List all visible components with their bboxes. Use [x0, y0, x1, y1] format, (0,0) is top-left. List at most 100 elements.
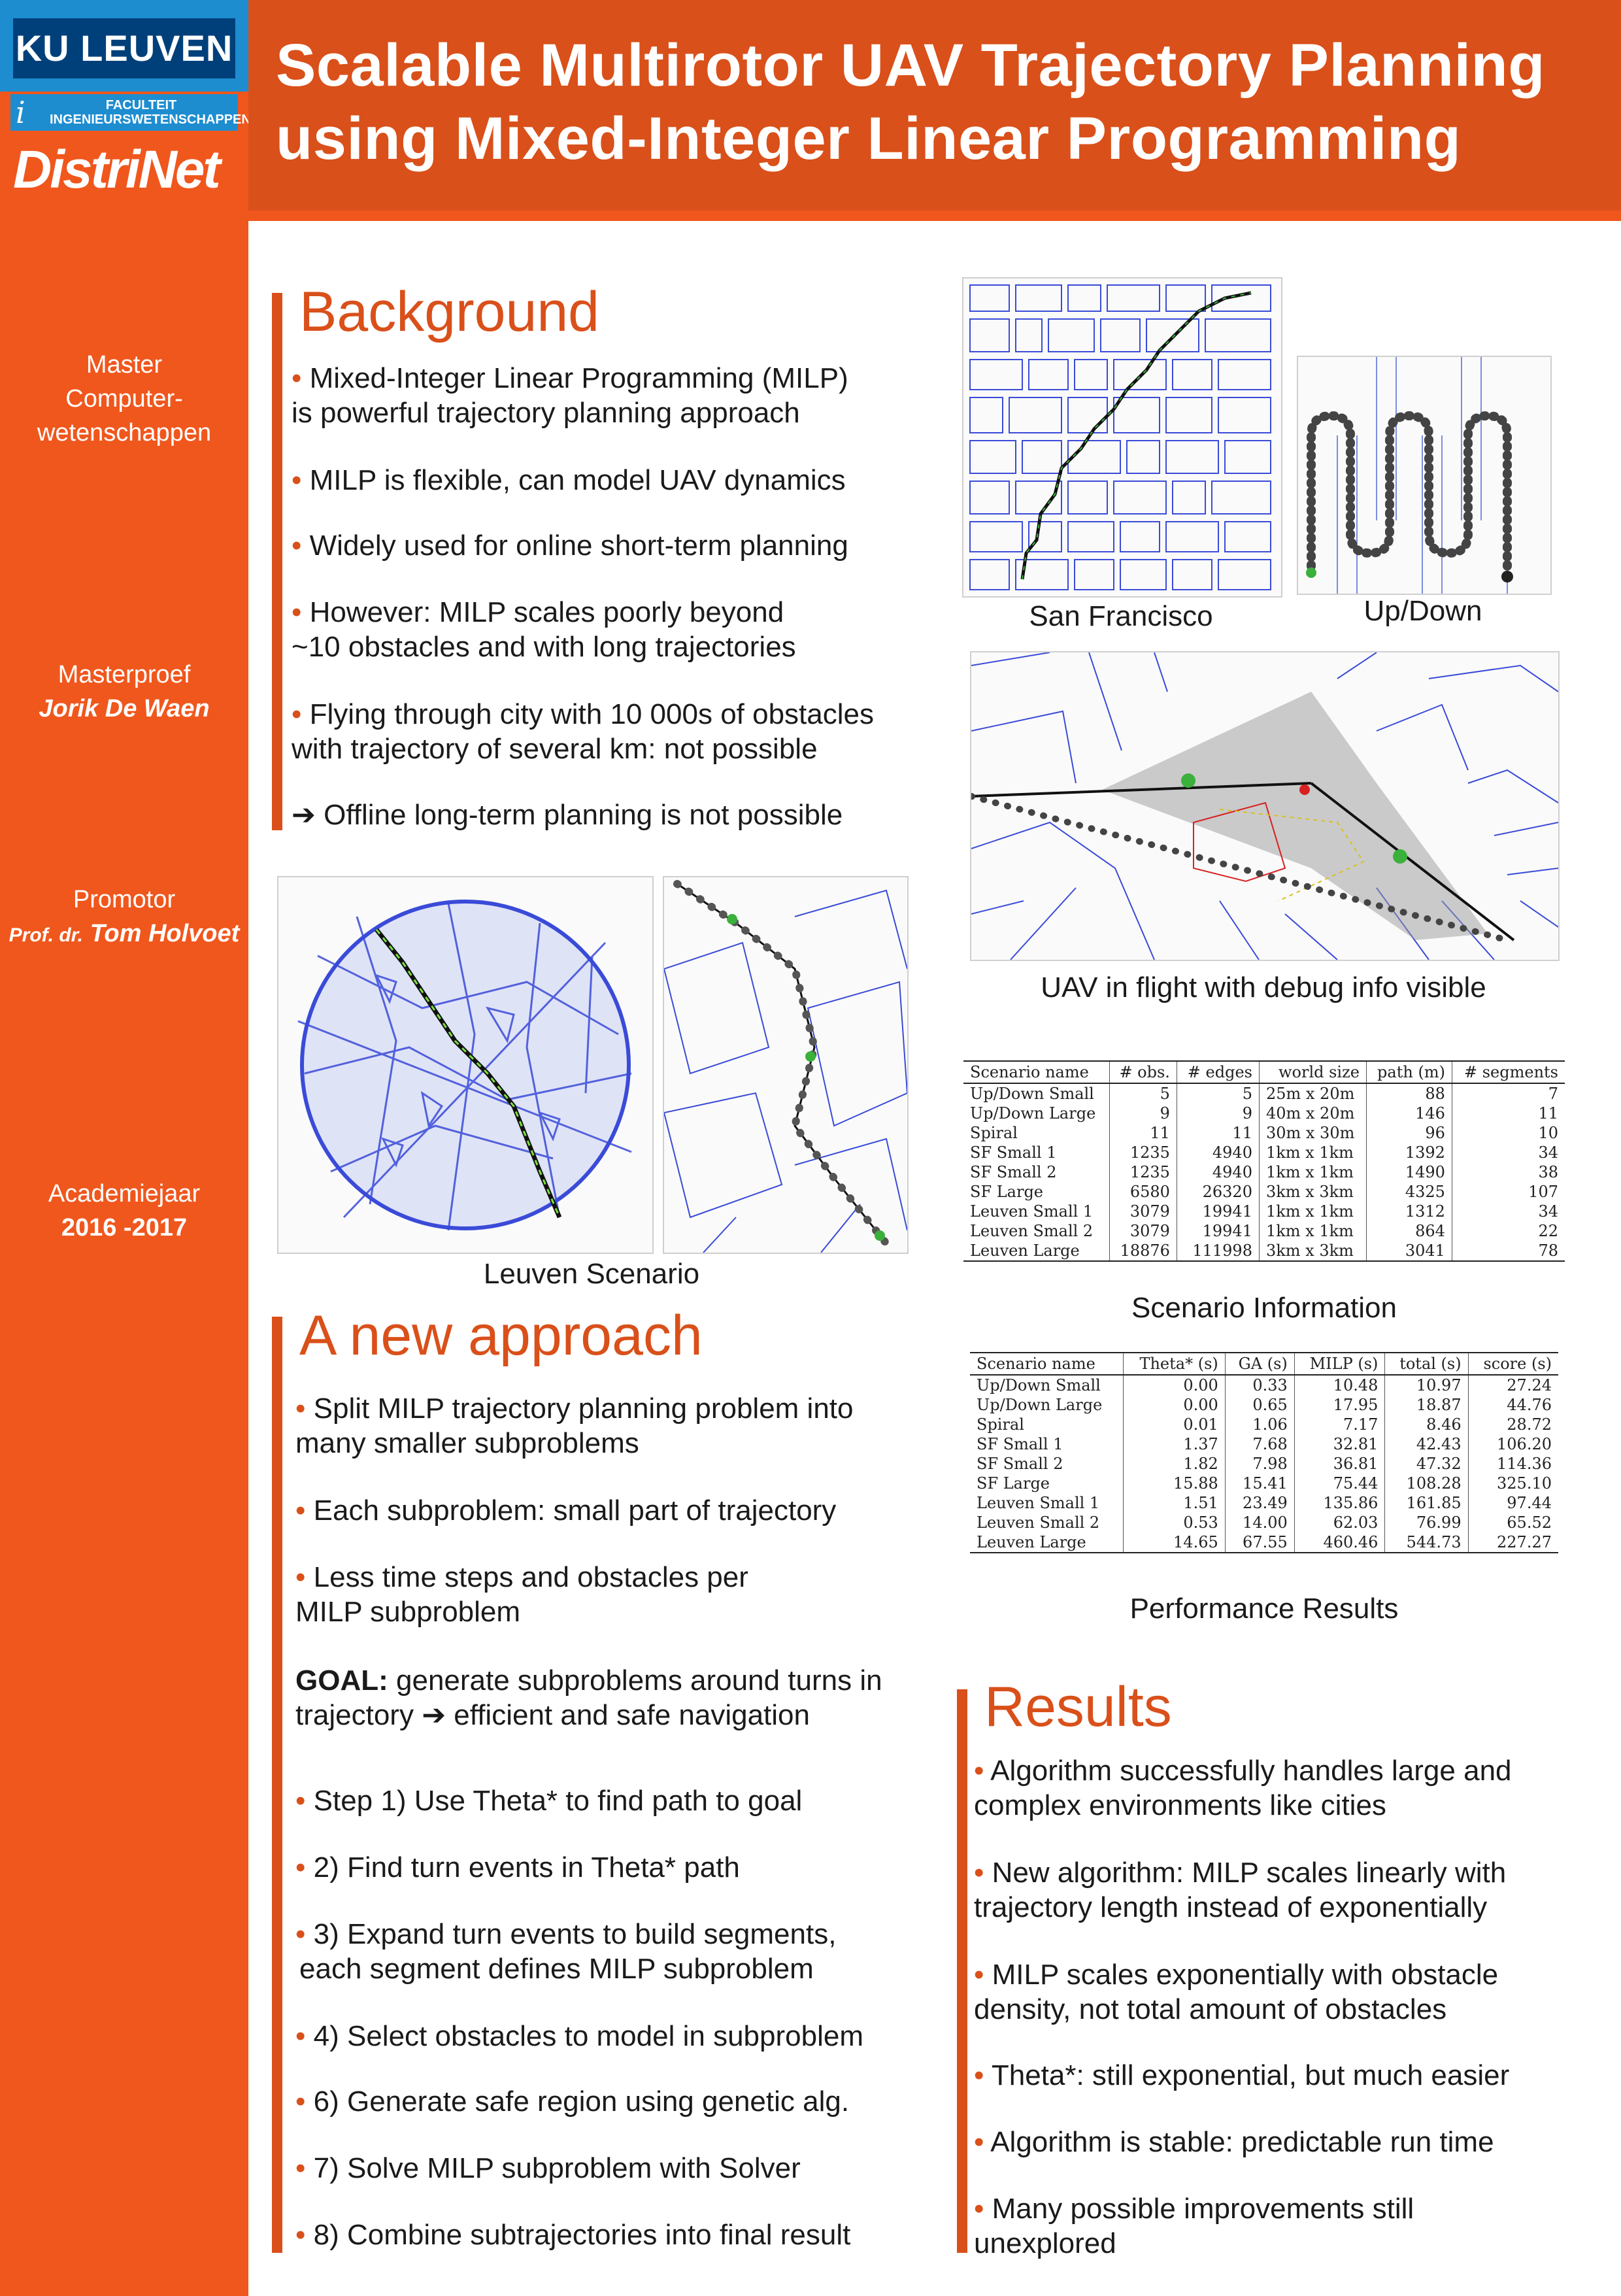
table-cell: 88 — [1366, 1083, 1452, 1104]
table-cell: 7.68 — [1225, 1434, 1295, 1454]
year-block: Academiejaar 2016 -2017 — [0, 1177, 248, 1245]
table-row: Up/Down Large 0.00 0.65 17.95 18.87 44.76 — [970, 1395, 1558, 1415]
table-cell: 25m x 20m — [1259, 1083, 1367, 1104]
results-bullet-1: • Algorithm successfully handles large a… — [974, 1755, 1512, 1787]
table-cell: 135.86 — [1294, 1493, 1386, 1513]
table-row: Leuven Large 18876 111998 3km x 3km 3041 78 — [963, 1241, 1565, 1262]
table-cell: 11 — [1177, 1123, 1260, 1143]
table-cell: 4325 — [1366, 1182, 1452, 1202]
table-cell: SF Small 2 — [963, 1162, 1110, 1182]
promotor-name: Tom Holvoet — [90, 920, 240, 947]
table-cell: SF Small 1 — [970, 1434, 1124, 1454]
poster-header: Scalable Multirotor UAV Trajectory Plann… — [248, 0, 1621, 221]
performance-results-table: Scenario name Theta* (s) GA (s) MILP (s) tot… — [970, 1352, 1558, 1553]
table-cell: 15.41 — [1225, 1474, 1295, 1493]
table-cell: 6580 — [1109, 1182, 1177, 1202]
results-bullet-2: • New algorithm: MILP scales linearly wi… — [974, 1857, 1507, 1889]
table-cell: 5 — [1109, 1083, 1177, 1104]
table-cell: 107 — [1528, 1183, 1558, 1201]
table-row: Up/Down Small 0.00 0.33 10.48 10.97 27.24 — [970, 1375, 1558, 1395]
results-bullet-5: • Algorithm is stable: predictable run t… — [974, 2126, 1494, 2158]
kuleuven-logo: KU LEUVEN — [0, 0, 248, 92]
table-cell: SF Large — [963, 1182, 1110, 1202]
background-title: Background — [299, 280, 599, 343]
leuven-caption: Leuven Scenario — [483, 1258, 700, 1290]
table-cell: 7 — [1548, 1085, 1558, 1103]
background-bullet-5: • Flying through city with 10 000s of ob… — [292, 698, 874, 730]
table-cell: 14.65 — [1123, 1532, 1226, 1553]
approach-step-1: • Step 1) Use Theta* to find path to goa… — [295, 1785, 803, 1817]
table-header-cell: # edges — [1177, 1060, 1260, 1084]
table-cell: 65.52 — [1507, 1513, 1552, 1532]
table-row: Leuven Small 2 0.53 14.00 62.03 76.99 65.52 — [970, 1513, 1558, 1532]
table-cell: 0.65 — [1225, 1395, 1295, 1415]
table-cell: 7.17 — [1294, 1415, 1386, 1434]
table-cell: 544.73 — [1384, 1532, 1469, 1553]
year-label: Academiejaar — [48, 1180, 201, 1207]
distrinet-logo: DistriNet — [13, 140, 221, 199]
table-cell: Leuven Small 2 — [970, 1513, 1124, 1532]
table-header-cell: Scenario name — [963, 1060, 1110, 1084]
leuven-map-figure — [277, 876, 654, 1254]
table-cell: Up/Down Small — [970, 1375, 1124, 1395]
table-cell: 1.82 — [1123, 1454, 1226, 1474]
table-cell: 5 — [1177, 1083, 1260, 1104]
table-cell: 106.20 — [1497, 1435, 1552, 1453]
table-row: Leuven Small 1 3079 19941 1km x 1km 1312 34 — [963, 1202, 1565, 1221]
table-cell: 18876 — [1109, 1241, 1177, 1262]
table-row: Leuven Small 1 1.51 23.49 135.86 161.85 97.44 — [970, 1493, 1558, 1513]
table-row: Spiral 11 11 30m x 30m 96 10 — [963, 1123, 1565, 1143]
table-cell: 111998 — [1177, 1241, 1260, 1262]
table-row: SF Small 1 1235 4940 1km x 1km 1392 34 — [963, 1143, 1565, 1162]
table-row: SF Small 2 1235 4940 1km x 1km 1490 38 — [963, 1162, 1565, 1182]
results-title: Results — [984, 1676, 1172, 1738]
table-cell: 0.00 — [1123, 1375, 1226, 1395]
results-bullet-6: • Many possible improvements still — [974, 2193, 1414, 2225]
table-cell: 28.72 — [1507, 1415, 1552, 1434]
table-cell: 3079 — [1109, 1221, 1177, 1241]
table-row: SF Small 1 1.37 7.68 32.81 42.43 106.20 — [970, 1434, 1558, 1454]
table-cell: 26320 — [1177, 1182, 1260, 1202]
table-cell: 7.98 — [1225, 1454, 1295, 1474]
approach-step-4: • 4) Select obstacles to model in subpro… — [295, 2020, 863, 2052]
table-cell: 0.00 — [1123, 1395, 1226, 1415]
approach-bullet-3: • Less time steps and obstacles per — [295, 1561, 748, 1593]
table-cell: 15.88 — [1123, 1474, 1226, 1493]
thesis-label: Masterproef — [58, 661, 191, 688]
table-cell: Leuven Small 1 — [970, 1493, 1124, 1513]
program-line2: Computer- — [65, 385, 183, 413]
table-cell: 38 — [1538, 1163, 1558, 1181]
student-name: Jorik De Waen — [39, 695, 210, 722]
leuven-detail-figure — [663, 876, 909, 1254]
table-cell: Leuven Large — [970, 1532, 1124, 1553]
faculty-line2: INGENIEURSWETENSCHAPPEN — [50, 112, 251, 127]
table-header-cell: Theta* (s) — [1123, 1352, 1226, 1376]
table-row: SF Large 6580 26320 3km x 3km 4325 107 — [963, 1182, 1565, 1202]
background-section-bar — [272, 293, 282, 830]
table-cell: Up/Down Large — [970, 1395, 1124, 1415]
table-cell: 10.48 — [1294, 1375, 1386, 1395]
table-cell: SF Large — [970, 1474, 1124, 1493]
background-bullet-4: • However: MILP scales poorly beyond — [292, 596, 784, 628]
program-block: Master Computer- wetenschappen — [0, 348, 248, 450]
year-value: 2016 -2017 — [61, 1214, 188, 1241]
program-line1: Master — [86, 351, 163, 379]
table-cell: 18.87 — [1384, 1395, 1469, 1415]
table-cell: 34 — [1538, 1202, 1558, 1221]
table-cell: 864 — [1366, 1221, 1452, 1241]
program-line3: wetenschappen — [37, 419, 212, 447]
table-cell: 9 — [1177, 1104, 1260, 1123]
table-header-cell: GA (s) — [1225, 1352, 1295, 1376]
table-cell: 75.44 — [1294, 1474, 1386, 1493]
table-cell: 11 — [1538, 1104, 1558, 1123]
title-line-1: Scalable Multirotor UAV Trajectory Plann… — [276, 32, 1545, 99]
table-cell: 3km x 3km — [1259, 1241, 1367, 1262]
sidebar: KU LEUVEN i FACULTEIT INGENIEURSWETENSCH… — [0, 0, 251, 2296]
results-bullet-3: • MILP scales exponentially with obstacl… — [974, 1959, 1499, 1991]
table-cell: Spiral — [963, 1123, 1110, 1143]
table-cell: 19941 — [1177, 1221, 1260, 1241]
table-cell: 23.49 — [1225, 1493, 1295, 1513]
table-cell: 10 — [1538, 1124, 1558, 1142]
arrow-icon: ➔ — [422, 1699, 446, 1731]
table-cell: Leuven Large — [963, 1241, 1110, 1262]
